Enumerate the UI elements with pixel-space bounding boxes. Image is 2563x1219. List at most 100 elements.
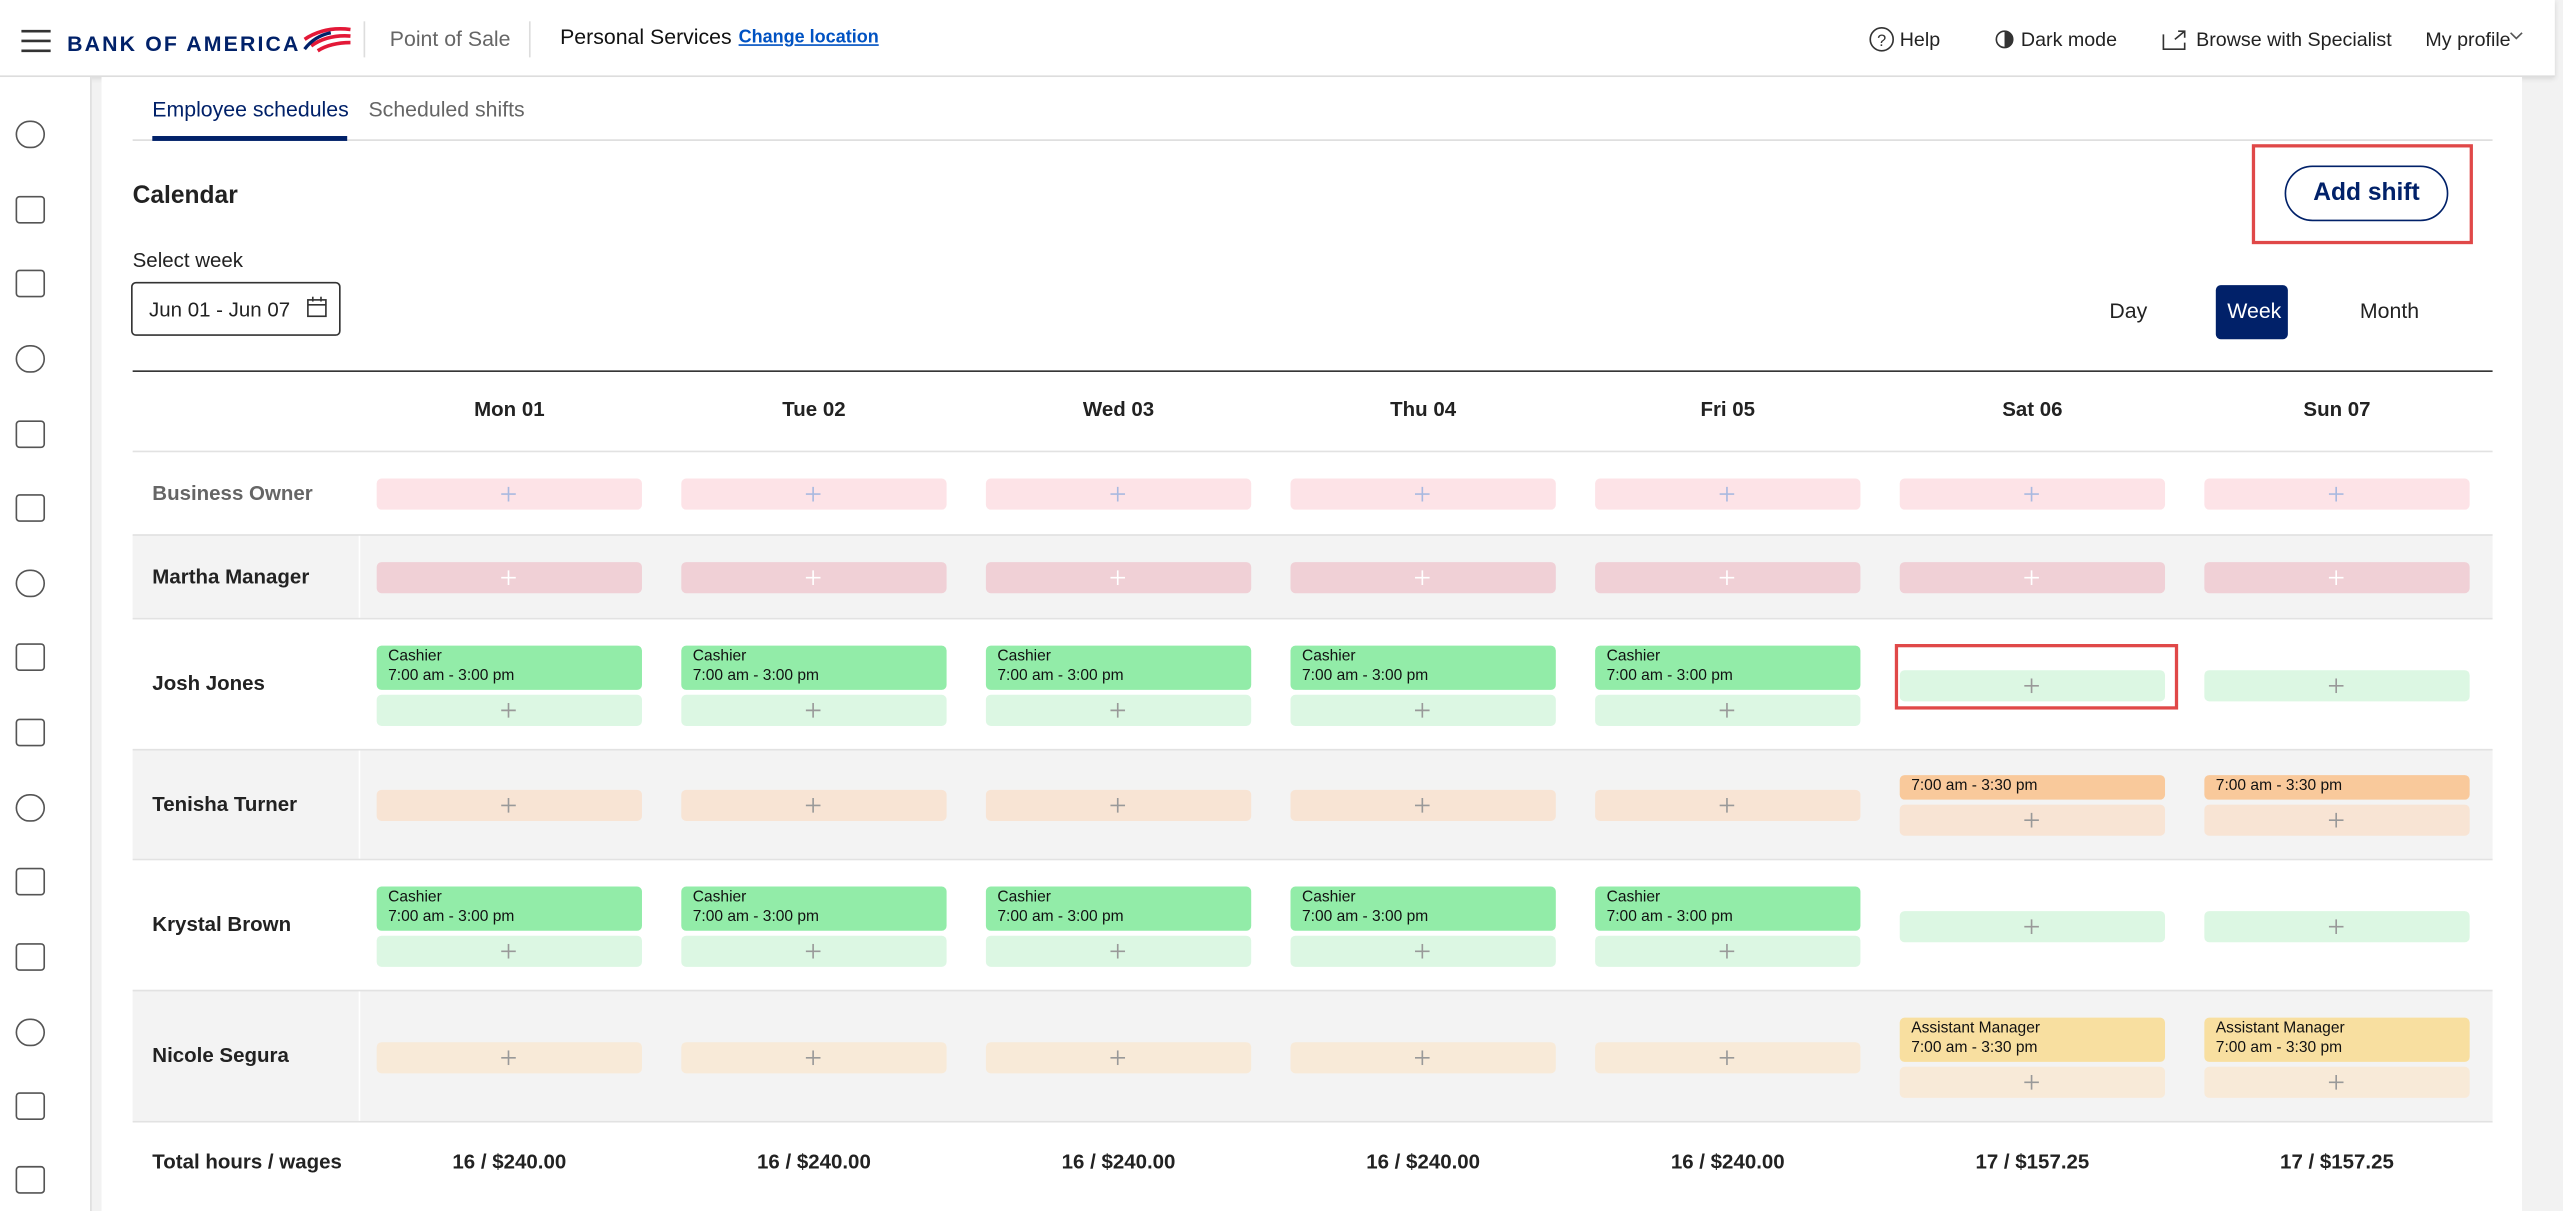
add-shift-slot[interactable] (2204, 478, 2470, 510)
add-shift-slot[interactable] (376, 789, 642, 821)
add-shift-slot[interactable] (1595, 693, 1861, 726)
add-shift-slot[interactable] (1290, 693, 1556, 726)
nav-icon[interactable] (15, 1165, 46, 1194)
add-shift-slot[interactable] (681, 562, 947, 594)
view-button[interactable]: Day (2109, 298, 2148, 323)
nav-icon[interactable] (15, 420, 46, 449)
add-shift-slot[interactable] (376, 478, 642, 510)
add-shift-slot[interactable] (1595, 478, 1861, 510)
add-shift-slot[interactable] (1595, 1041, 1861, 1073)
nav-icon[interactable] (15, 569, 46, 598)
day-cell: 7:00 am - 3:30 pm (1899, 751, 2166, 861)
tab[interactable]: Employee schedules (152, 96, 349, 122)
menu-icon[interactable] (21, 29, 51, 53)
shift-block[interactable]: Cashier 7:00 am - 3:00 pm (681, 644, 947, 690)
add-shift-slot[interactable] (2204, 804, 2470, 836)
nav-icon[interactable] (15, 344, 46, 373)
add-shift-slot[interactable] (1290, 478, 1556, 510)
nav-icon[interactable] (15, 793, 46, 822)
day-header: Fri 05 (1700, 398, 1756, 422)
nav-icon[interactable] (15, 494, 46, 522)
employee-name: Martha Manager (152, 564, 310, 588)
add-shift-slot[interactable] (1595, 789, 1861, 821)
add-shift-slot[interactable] (1290, 934, 1556, 967)
shift-block[interactable]: Cashier 7:00 am - 3:00 pm (985, 644, 1252, 690)
nav-icon[interactable] (15, 195, 46, 224)
chevron (2510, 32, 2523, 40)
week-input[interactable]: Jun 01 - Jun 07 (131, 281, 341, 336)
add-shift-slot[interactable] (2204, 562, 2470, 594)
logo[interactable]: BANK OF AMERICA (67, 31, 301, 56)
nav-icon[interactable] (15, 867, 46, 896)
add-shift-button[interactable]: Add shift (2284, 165, 2449, 222)
add-shift-slot[interactable] (376, 693, 642, 726)
add-shift-slot[interactable] (376, 934, 642, 967)
shift-block[interactable]: Cashier 7:00 am - 3:00 pm (1595, 644, 1861, 690)
add-shift-slot[interactable] (376, 562, 642, 594)
nav-icon[interactable] (15, 120, 46, 149)
shift-block[interactable]: Cashier 7:00 am - 3:00 pm (1595, 885, 1861, 930)
shift-time: 7:00 am - 3:30 pm (2215, 1038, 2343, 1057)
sidebar-icons (15, 120, 46, 1194)
view-button[interactable]: Month (2359, 298, 2420, 323)
add-shift-slot[interactable] (1899, 910, 2166, 942)
shift-time: 7:00 am - 3:00 pm (1606, 907, 1733, 926)
nav-icon[interactable] (15, 1018, 46, 1047)
add-shift-slot[interactable] (985, 789, 1252, 821)
shift-block[interactable]: 7:00 am - 3:30 pm (2204, 775, 2470, 800)
nav-icon[interactable] (15, 718, 46, 747)
add-shift-slot[interactable] (985, 934, 1252, 967)
nav-help[interactable]: Help (1899, 27, 1941, 51)
add-shift-slot[interactable] (1595, 934, 1861, 967)
shift-block[interactable]: Assistant Manager 7:00 am - 3:30 pm (2204, 1016, 2470, 1062)
shift-block[interactable]: Cashier 7:00 am - 3:00 pm (1290, 885, 1556, 930)
add-shift-slot[interactable] (1899, 562, 2166, 594)
shift-block[interactable]: Cashier 7:00 am - 3:00 pm (681, 885, 947, 930)
add-shift-slot[interactable] (1899, 669, 2166, 701)
add-shift-slot[interactable] (985, 562, 1252, 594)
nav-dark-mode[interactable]: Dark mode (2020, 27, 2118, 51)
add-shift-slot[interactable] (985, 1041, 1252, 1073)
add-shift-slot[interactable] (1899, 804, 2166, 836)
plus-icon (2328, 570, 2344, 586)
shift-block[interactable]: Cashier 7:00 am - 3:00 pm (376, 644, 642, 690)
add-shift-slot[interactable] (1899, 1065, 2166, 1098)
add-shift-slot[interactable] (681, 934, 947, 967)
add-shift-slot[interactable] (1290, 789, 1556, 821)
nav-icon[interactable] (15, 1092, 46, 1121)
day-cell (1595, 991, 1861, 1122)
add-shift-slot[interactable] (2204, 1065, 2470, 1098)
add-shift-slot[interactable] (681, 478, 947, 510)
plus-icon (1110, 570, 1126, 586)
shift-block[interactable]: Cashier 7:00 am - 3:00 pm (985, 885, 1252, 930)
nav-browse[interactable]: Browse with Specialist (2196, 27, 2392, 51)
nav-icon[interactable] (15, 943, 46, 971)
add-shift-slot[interactable] (1290, 562, 1556, 594)
add-shift-slot[interactable] (1290, 1041, 1556, 1073)
add-shift-slot[interactable] (376, 1041, 642, 1073)
shift-block[interactable]: Cashier 7:00 am - 3:00 pm (1290, 644, 1556, 690)
shift-block[interactable]: Cashier 7:00 am - 3:00 pm (376, 885, 642, 930)
nav-icon[interactable] (15, 269, 46, 298)
shift-block[interactable]: 7:00 am - 3:30 pm (1899, 775, 2166, 800)
day-cell (1290, 536, 1556, 620)
nav-icon[interactable] (15, 643, 46, 672)
change-location[interactable]: Change location (738, 27, 879, 48)
view-button[interactable]: Week (2227, 298, 2282, 323)
shift-block[interactable]: Assistant Manager 7:00 am - 3:30 pm (1899, 1016, 2166, 1062)
add-shift-slot[interactable] (681, 1041, 947, 1073)
add-shift-slot[interactable] (985, 693, 1252, 726)
add-shift-slot[interactable] (985, 478, 1252, 510)
add-shift-slot[interactable] (1595, 562, 1861, 594)
plus-icon (1719, 702, 1735, 717)
plus-icon (1414, 702, 1430, 717)
tab[interactable]: Scheduled shifts (368, 96, 525, 122)
nav-profile[interactable]: My profile (2425, 27, 2511, 51)
shift-time: 7:00 am - 3:00 pm (1301, 907, 1429, 926)
add-shift-slot[interactable] (1899, 478, 2166, 510)
add-shift-slot[interactable] (2204, 669, 2470, 701)
add-shift-slot[interactable] (681, 789, 947, 821)
add-shift-slot[interactable] (681, 693, 947, 726)
add-shift-slot[interactable] (2204, 910, 2470, 942)
day-cell (376, 991, 642, 1122)
